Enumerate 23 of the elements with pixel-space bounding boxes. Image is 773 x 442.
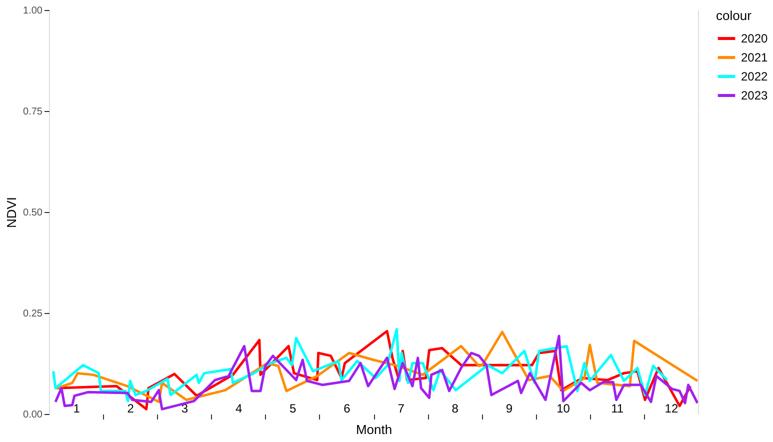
legend-label: 2022 — [741, 70, 768, 84]
y-axis-title: NDVI — [4, 196, 20, 228]
y-tick-label: 0.00 — [23, 410, 43, 420]
y-tick-label: 0.75 — [23, 106, 43, 118]
legend-label: 2021 — [741, 50, 768, 64]
x-tick-label: 1 — [73, 402, 80, 416]
y-tick-label: 0.50 — [23, 208, 43, 218]
x-axis-title: Month — [356, 422, 392, 437]
x-tick-label: 10 — [556, 402, 570, 416]
x-tick-label: 4 — [235, 402, 242, 416]
x-tick-label: 7 — [398, 402, 405, 416]
x-tick-label: 2 — [127, 402, 134, 416]
y-tick-label: 1.00 — [23, 6, 43, 16]
legend-label: 2020 — [741, 32, 768, 46]
x-tick-label: 6 — [344, 402, 351, 416]
legend-label: 2023 — [741, 88, 768, 102]
x-tick-label: 9 — [506, 402, 513, 416]
x-tick-label: 8 — [452, 402, 459, 416]
x-tick-label: 12 — [664, 402, 678, 416]
legend-title: colour — [716, 8, 752, 23]
y-tick-label: 0.25 — [23, 308, 43, 320]
x-tick-label: 5 — [290, 402, 297, 416]
x-tick-label: 11 — [611, 402, 624, 416]
